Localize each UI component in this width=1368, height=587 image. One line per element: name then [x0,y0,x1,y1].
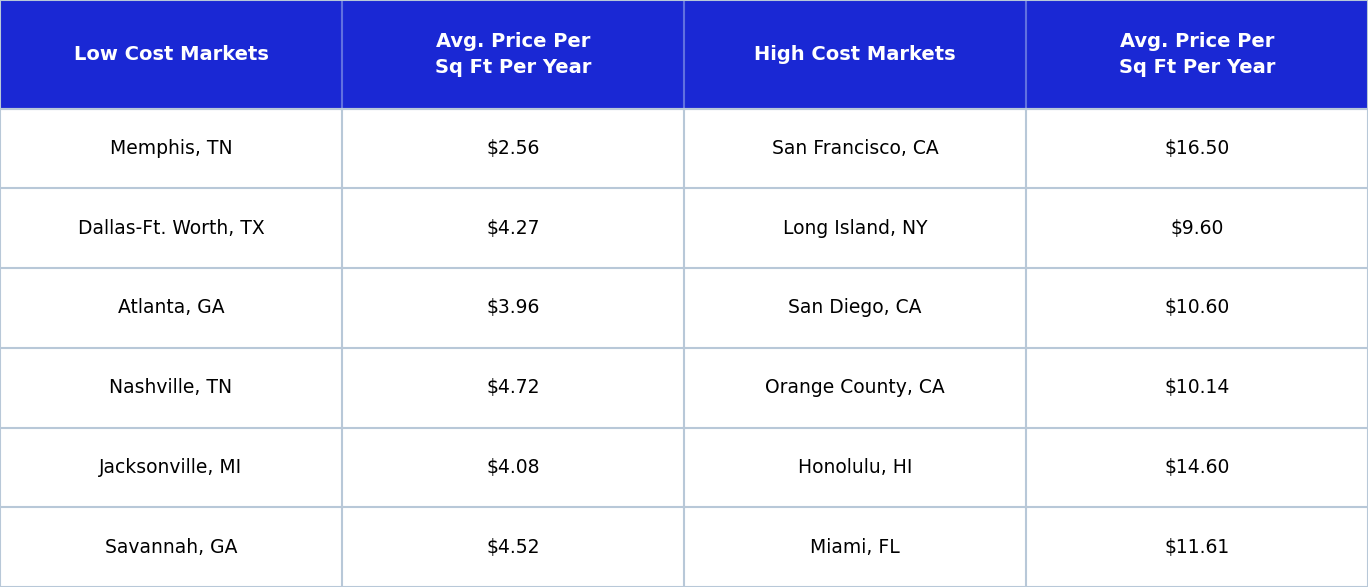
Text: $4.72: $4.72 [486,378,540,397]
Text: $16.50: $16.50 [1164,139,1230,158]
Text: Nashville, TN: Nashville, TN [109,378,233,397]
Text: San Diego, CA: San Diego, CA [788,298,922,318]
Bar [1026,348,1368,427]
Text: $9.60: $9.60 [1170,219,1224,238]
Text: Atlanta, GA: Atlanta, GA [118,298,224,318]
Bar [1026,188,1368,268]
Bar [342,109,684,188]
Bar [684,427,1026,507]
Bar [0,427,342,507]
Bar [684,188,1026,268]
Bar [1026,427,1368,507]
Bar [684,268,1026,348]
Text: $10.14: $10.14 [1164,378,1230,397]
Bar [342,348,684,427]
Bar [0,348,342,427]
Text: Long Island, NY: Long Island, NY [782,219,928,238]
Text: Avg. Price Per
Sq Ft Per Year: Avg. Price Per Sq Ft Per Year [1119,32,1275,77]
Bar [684,348,1026,427]
Text: $2.56: $2.56 [486,139,540,158]
Text: Orange County, CA: Orange County, CA [765,378,945,397]
Bar [1026,268,1368,348]
Bar [342,0,684,109]
Text: $4.52: $4.52 [486,538,540,556]
Bar [342,188,684,268]
Text: Low Cost Markets: Low Cost Markets [74,45,268,64]
Text: Memphis, TN: Memphis, TN [109,139,233,158]
Text: $4.27: $4.27 [486,219,540,238]
Text: $11.61: $11.61 [1164,538,1230,556]
Text: Miami, FL: Miami, FL [810,538,900,556]
Bar [1026,109,1368,188]
Text: High Cost Markets: High Cost Markets [754,45,956,64]
Text: $14.60: $14.60 [1164,458,1230,477]
Bar [342,427,684,507]
Text: Avg. Price Per
Sq Ft Per Year: Avg. Price Per Sq Ft Per Year [435,32,591,77]
Text: Savannah, GA: Savannah, GA [105,538,237,556]
Text: Jacksonville, MI: Jacksonville, MI [100,458,242,477]
Text: Dallas-Ft. Worth, TX: Dallas-Ft. Worth, TX [78,219,264,238]
Text: San Francisco, CA: San Francisco, CA [772,139,938,158]
Bar [0,268,342,348]
Text: $4.08: $4.08 [486,458,540,477]
Bar [684,109,1026,188]
Bar [0,507,342,587]
Bar [342,507,684,587]
Bar [0,109,342,188]
Bar [1026,0,1368,109]
Bar [0,0,342,109]
Bar [684,0,1026,109]
Bar [0,188,342,268]
Text: $3.96: $3.96 [486,298,540,318]
Bar [684,507,1026,587]
Bar [1026,507,1368,587]
Text: $10.60: $10.60 [1164,298,1230,318]
Text: Honolulu, HI: Honolulu, HI [798,458,912,477]
Bar [342,268,684,348]
